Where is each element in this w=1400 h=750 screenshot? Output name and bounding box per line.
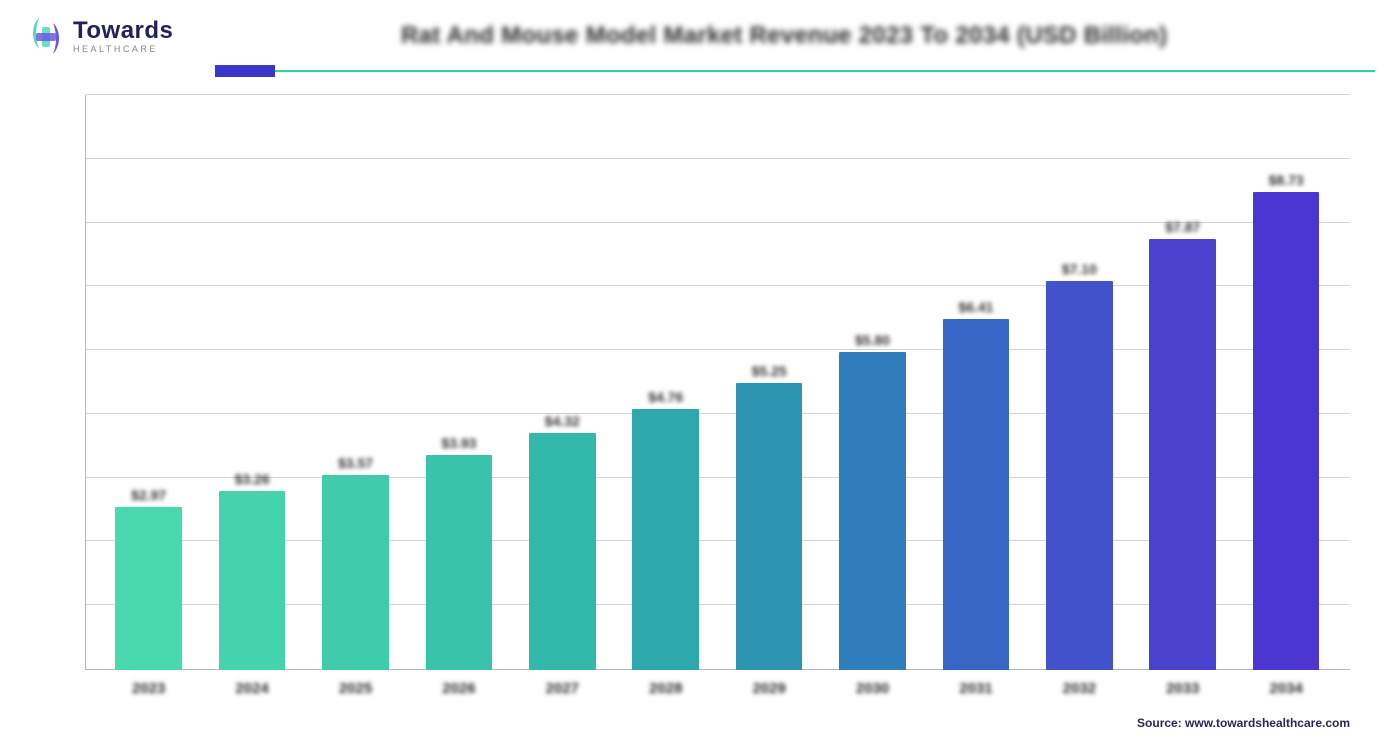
bar-column: $2.97 [100,95,198,670]
bar-column: $6.41 [927,95,1025,670]
bar-column: $5.80 [824,95,922,670]
chart-bars: $2.97 $3.26 $3.57 $3.93 $4.32 $4.76 $5.25 $5.80… [85,95,1350,670]
x-axis-label: 2024 [203,670,301,710]
bar-column: $7.87 [1134,95,1232,670]
bar [426,455,493,670]
header: Towards HEALTHCARE Rat And Mouse Model M… [25,15,1375,57]
x-axis-label: 2031 [927,670,1025,710]
bar-column: $5.25 [720,95,818,670]
bar-value-label: $7.87 [1165,219,1200,235]
accent-block [215,65,275,77]
logo-tagline: HEALTHCARE [73,45,173,54]
bar-value-label: $4.32 [545,413,580,429]
bar [943,319,1010,670]
x-axis-label: 2030 [824,670,922,710]
bar [115,507,182,670]
logo-brand: Towards [73,19,173,43]
bar-value-label: $2.97 [131,487,166,503]
bar [219,491,286,670]
x-axis-label: 2033 [1134,670,1232,710]
bar-value-label: $6.41 [958,299,993,315]
x-axis-label: 2034 [1237,670,1335,710]
bar-value-label: $8.73 [1269,172,1304,188]
bar [736,383,803,671]
bar-column: $3.26 [203,95,301,670]
bar-value-label: $4.76 [648,389,683,405]
x-axis-label: 2032 [1030,670,1128,710]
bar-chart: $2.97 $3.26 $3.57 $3.93 $4.32 $4.76 $5.25 $5.80… [85,95,1350,710]
x-axis-label: 2023 [100,670,198,710]
bar-column: $4.32 [513,95,611,670]
bar-value-label: $3.26 [235,471,270,487]
source-attribution: Source: www.towardshealthcare.com [25,716,1350,730]
accent-divider [215,65,1375,77]
bar-value-label: $3.93 [441,435,476,451]
bar-value-label: $5.25 [752,363,787,379]
bar [1046,281,1113,670]
bar [632,409,699,670]
bar-column: $3.57 [307,95,405,670]
bar-column: $7.10 [1030,95,1128,670]
chart-x-axis: 2023202420252026202720282029203020312032… [85,670,1350,710]
bar-value-label: $7.10 [1062,261,1097,277]
bar [839,352,906,670]
x-axis-label: 2028 [617,670,715,710]
x-axis-label: 2026 [410,670,508,710]
accent-line [275,70,1375,72]
logo: Towards HEALTHCARE [25,15,173,57]
bar-column: $3.93 [410,95,508,670]
bar-column: $4.76 [617,95,715,670]
bar [1253,192,1320,670]
x-axis-label: 2025 [307,670,405,710]
bar-column: $8.73 [1237,95,1335,670]
bar-value-label: $3.57 [338,455,373,471]
bar [322,475,389,671]
bar [1149,239,1216,670]
logo-icon [25,15,67,57]
x-axis-label: 2029 [720,670,818,710]
chart-title: Rat And Mouse Model Market Revenue 2023 … [193,22,1375,50]
bar [529,433,596,670]
bar-value-label: $5.80 [855,332,890,348]
x-axis-label: 2027 [513,670,611,710]
